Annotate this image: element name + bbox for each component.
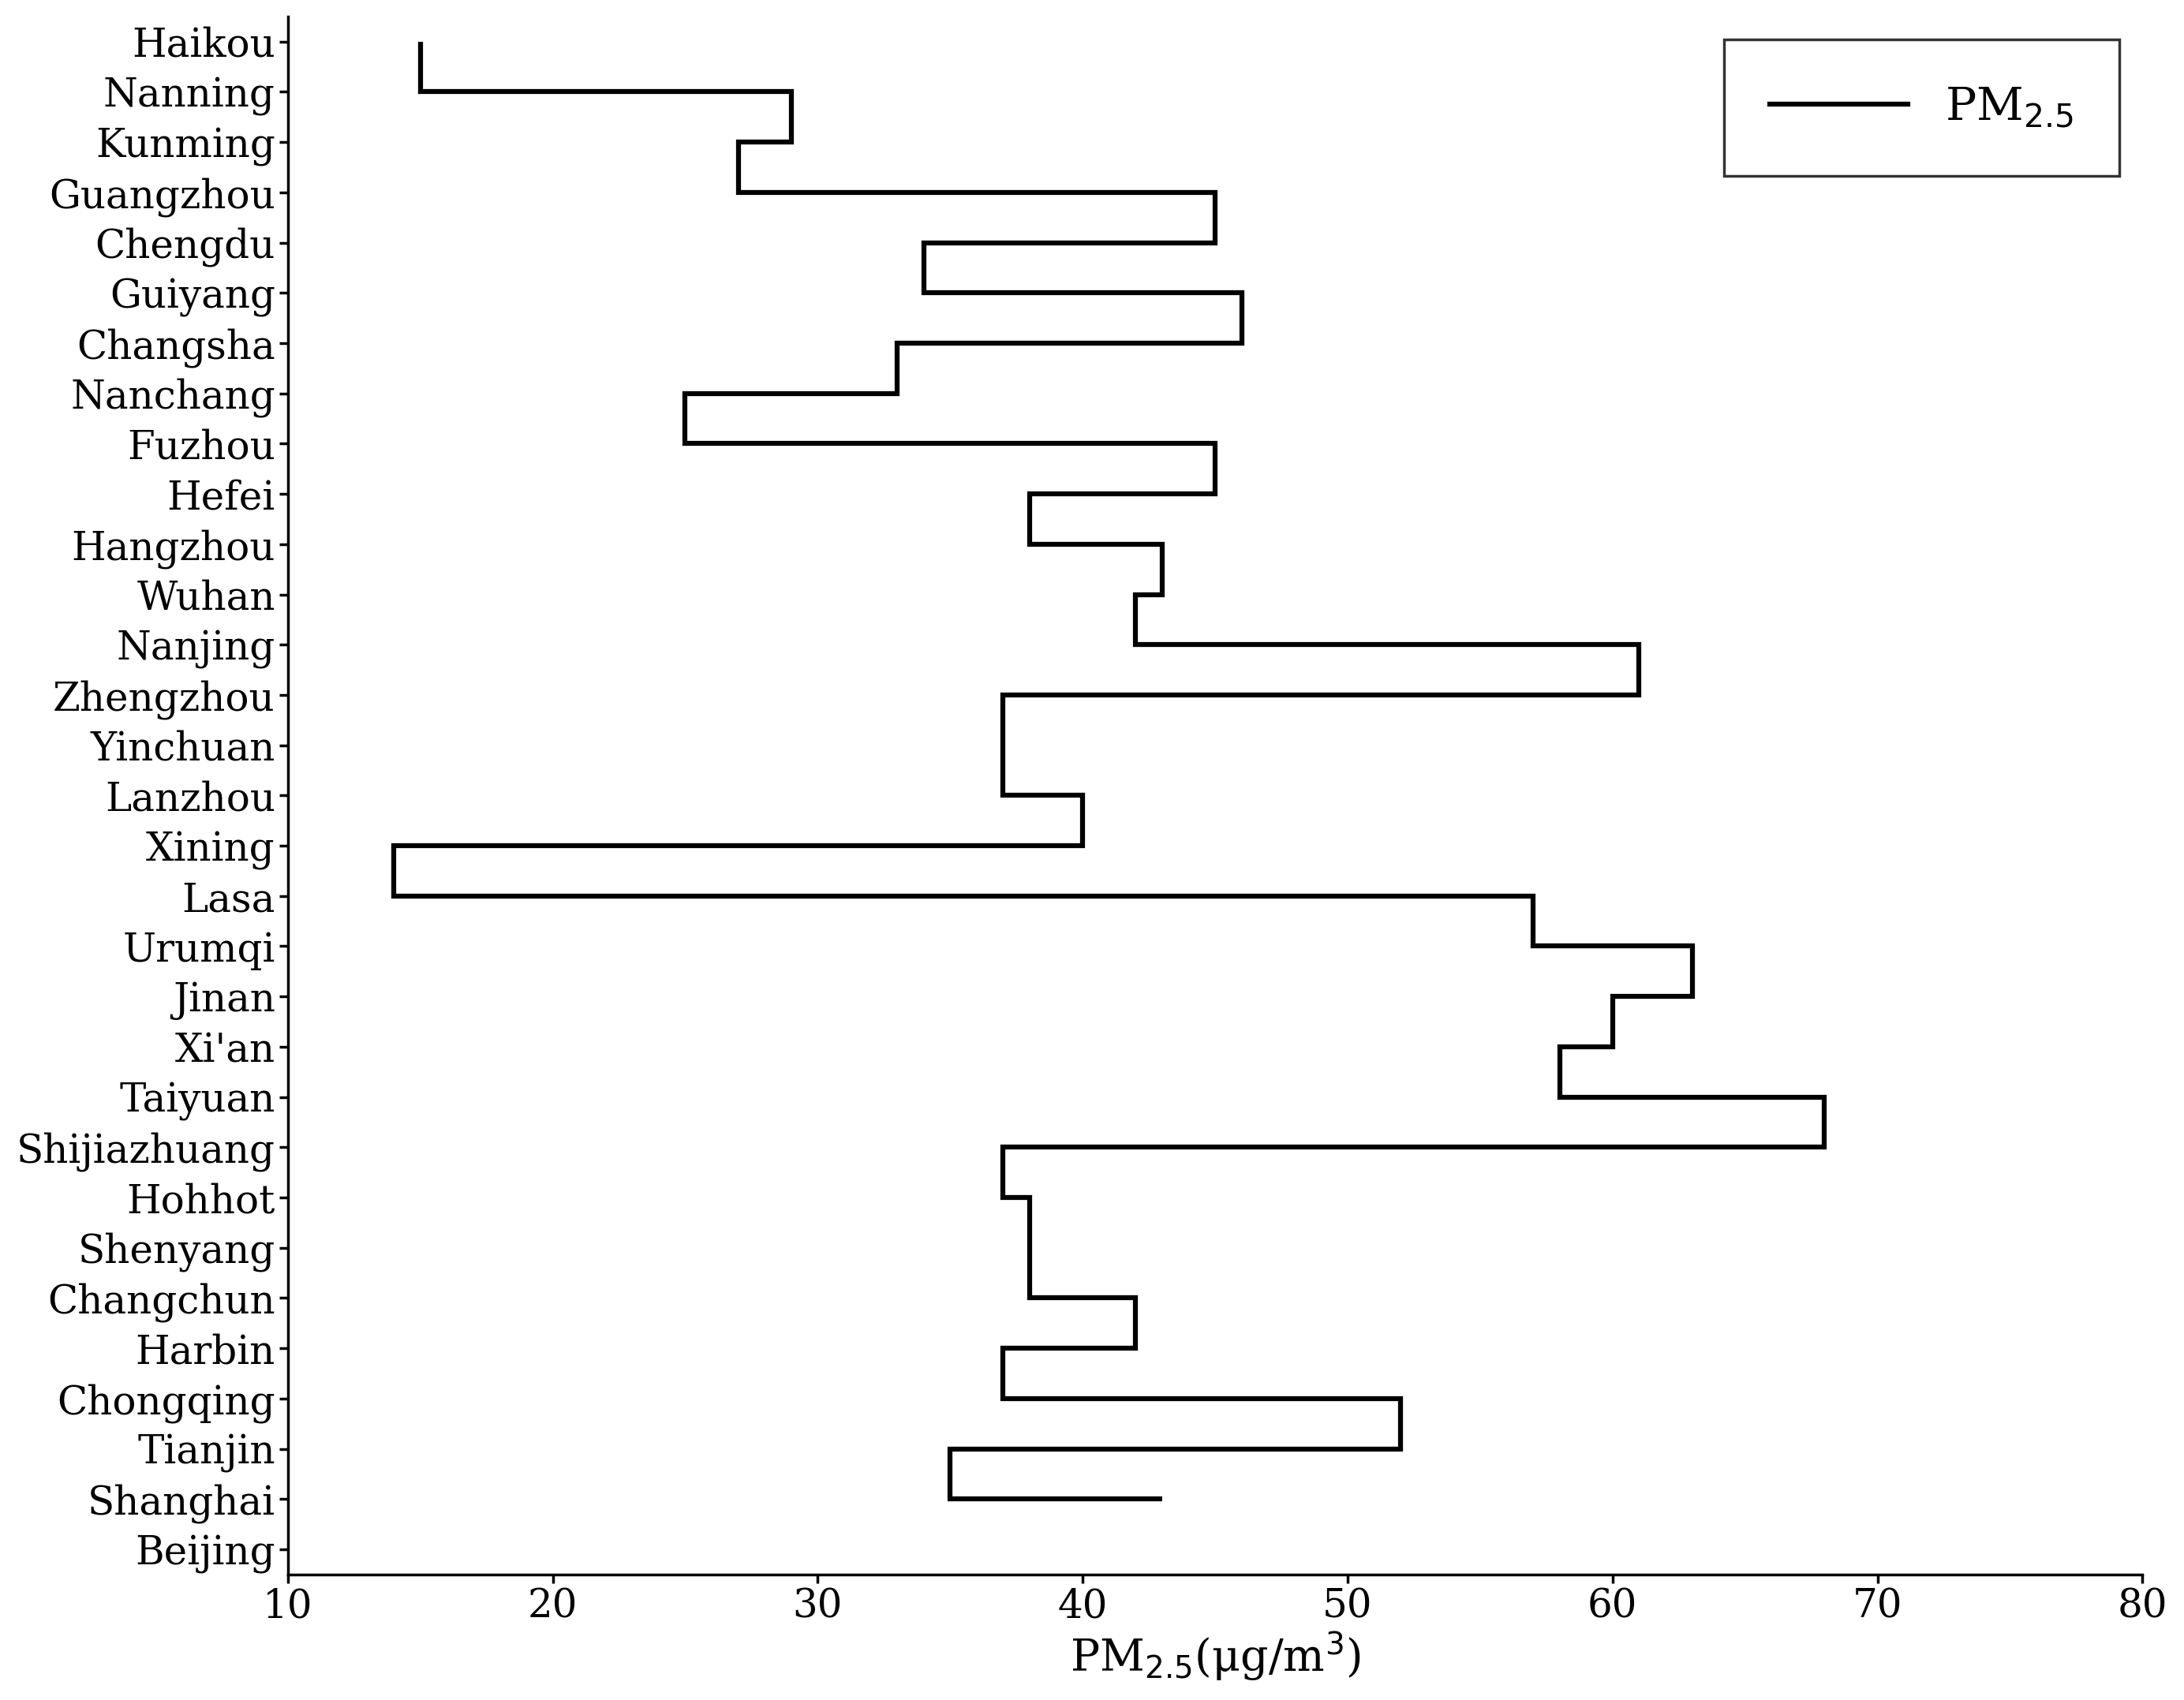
Legend: PM$_{2.5}$: PM$_{2.5}$	[1723, 39, 2118, 175]
X-axis label: PM$_{2.5}$(μg/m$^3$): PM$_{2.5}$(μg/m$^3$)	[1070, 1630, 1361, 1683]
